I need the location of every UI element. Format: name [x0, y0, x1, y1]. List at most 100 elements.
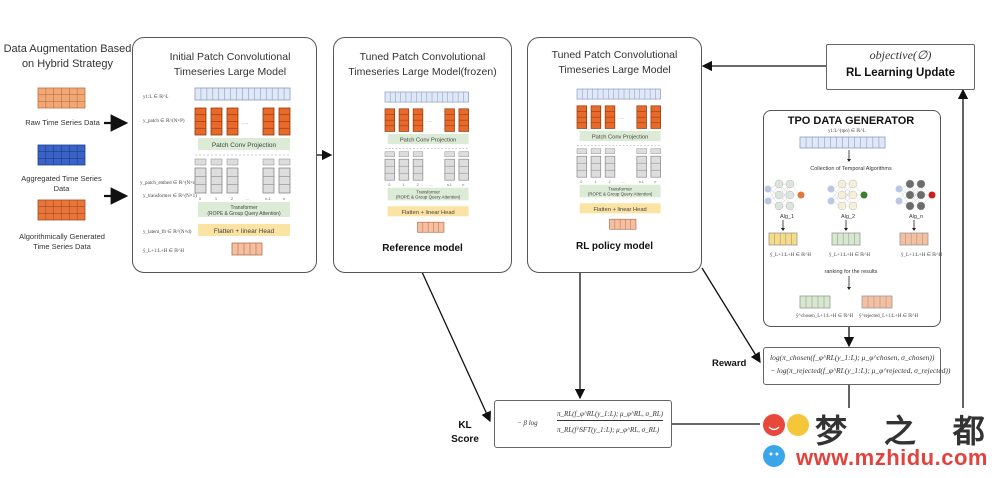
ellipsis: .....	[618, 115, 624, 120]
nn-input-node	[827, 185, 835, 193]
rl-update-box: objective(∅) RL Learning Update	[826, 44, 975, 90]
embed-token	[210, 158, 223, 166]
forecast-output-frame	[417, 221, 445, 233]
embedding-column-frame	[384, 158, 396, 181]
math-label: y_patch_embed ∈ ℝ^(N×d)	[140, 181, 198, 186]
algorithm-output	[831, 232, 861, 246]
patch-column	[262, 107, 275, 136]
nn-output-node	[860, 191, 868, 199]
patch-column	[278, 107, 291, 136]
embedding-column-frame	[590, 155, 602, 178]
flatten-block	[387, 206, 469, 217]
kl-label-line-2: Score	[451, 434, 479, 445]
embed-token	[636, 148, 647, 154]
embedding-column-frame	[636, 155, 647, 178]
nn-input-node	[764, 197, 772, 205]
policy-model-caption: RL policy model	[575, 241, 654, 252]
patch-conv-block	[579, 131, 661, 142]
embedding-column-frame	[226, 167, 239, 194]
embedding-column	[194, 167, 207, 194]
reward-label: Reward	[712, 358, 747, 369]
tpo-title: TPO DATA GENERATOR	[787, 115, 915, 127]
nn-hidden-node	[785, 190, 795, 200]
algorithm-output	[768, 232, 798, 246]
nn-hidden-node	[848, 179, 858, 189]
initial-model-architecture: ..... Patch Conv Projection 0 1 2.... n-1 n Tra…	[194, 87, 291, 256]
arrow-policy-to-reward	[701, 267, 761, 364]
embedding-column-frame	[278, 167, 291, 194]
embed-token	[412, 151, 424, 157]
kl-formula-box: − β log π_RL(f_φ^RL(y_1:L); μ_φ^RL, σ_RL…	[494, 400, 672, 448]
position-index: 2	[231, 196, 234, 201]
transformer-block	[579, 184, 661, 198]
nn-output-node	[797, 191, 805, 199]
position-index: 1	[594, 180, 596, 184]
policy-model-title: Tuned Patch Convolutional Timeseries Lar…	[551, 49, 678, 76]
alg-2-output-label: ŷ_L+1:L+H ∈ ℝ^H	[829, 253, 871, 258]
chosen-label: ŷ^chosen_L+1:L+H ∈ ℝ^H	[796, 314, 854, 319]
patch-column	[194, 107, 207, 136]
transformer-label: Transformer	[608, 187, 632, 192]
watermark-url: www.mzhidu.com	[796, 445, 988, 470]
flatten-block	[579, 203, 661, 214]
ellipsis: .....	[426, 118, 432, 123]
embed-token	[384, 151, 395, 157]
nn-hidden-node	[837, 201, 847, 211]
flatten-label: Flatten + linear Head	[594, 207, 647, 213]
embed-token	[458, 151, 469, 157]
objective-label: objective(∅)	[869, 48, 932, 62]
nn-hidden-node	[916, 190, 926, 200]
augmentation-grid-2	[37, 199, 86, 221]
position-index: ....	[621, 180, 625, 184]
forecast-output	[417, 221, 445, 233]
position-index: n	[283, 196, 285, 201]
policy-model-box	[527, 37, 702, 273]
watermark: 梦 之 都 www.mzhidu.com	[760, 408, 1000, 478]
kl-denominator: π_RL(f^SFT(y_1:L); μ_φ^RL, σ_RL)	[557, 426, 660, 434]
kl-numerator: π_RL(f_φ^RL(y_1:L); μ_φ^RL, σ_RL)	[557, 410, 663, 421]
flatten-block	[198, 224, 290, 236]
transformer-sublabel: (ROPE & Group Query Attention)	[588, 192, 653, 197]
nn-hidden-node	[905, 201, 915, 211]
augmentation-grid-1	[37, 144, 86, 166]
embedding-column-frame	[604, 155, 616, 178]
alg-2-label: Alg_2	[840, 214, 856, 220]
nn-hidden-node	[848, 190, 858, 200]
math-label: ŷ_L+1:L+H ∈ ℝ^H	[143, 249, 185, 254]
alg-n-label: Alg_n	[908, 214, 924, 220]
position-index: 0	[580, 180, 582, 184]
embedding-column-frame	[194, 167, 207, 194]
initial-model-title: Initial Patch Convolutional Timeseries L…	[169, 51, 291, 78]
nn-hidden-node	[916, 179, 926, 189]
nn-hidden-node	[774, 201, 784, 211]
embedding-column	[604, 155, 616, 178]
position-index: n-1	[639, 180, 644, 184]
patch-conv-label: Patch Conv Projection	[212, 142, 277, 149]
patch-column	[576, 105, 588, 129]
rejected-output	[861, 295, 893, 309]
embedding-column	[444, 158, 455, 181]
embedding-column-frame	[576, 155, 588, 178]
embed-token	[398, 151, 409, 157]
rejected-output-frame	[861, 295, 893, 309]
arrow-head	[844, 228, 848, 231]
reference-model-caption: Reference model	[382, 243, 463, 254]
policy-model-architecture: ..... Patch Conv Projection 0 1 2.... n-1 n Tra…	[576, 88, 661, 230]
position-index: n	[462, 183, 464, 187]
aggregated-data-label: Aggregated Time Series Data	[21, 174, 102, 193]
position-index: n	[654, 180, 656, 184]
nn-hidden-node	[785, 201, 795, 211]
nn-hidden-node	[848, 201, 858, 211]
ellipsis: .....	[242, 120, 249, 126]
nn-hidden-node	[785, 179, 795, 189]
algorithm-output	[899, 232, 929, 246]
nn-input-node	[827, 197, 835, 205]
embedding-column-frame	[458, 158, 469, 181]
kl-prefix: − β log	[517, 419, 538, 427]
rejected-label: ŷ^rejected_L+1:L+H ∈ ℝ^H	[859, 314, 919, 319]
alg-n-output-label: ŷ_L+1:L+H ∈ ℝ^H	[901, 253, 943, 258]
augmentation-grid-0	[37, 87, 86, 109]
reward-formula-box: log(π_chosen(f_φ^RL(y_1:L); μ_φ^chosen, …	[763, 347, 950, 385]
position-index: ....	[245, 196, 249, 201]
